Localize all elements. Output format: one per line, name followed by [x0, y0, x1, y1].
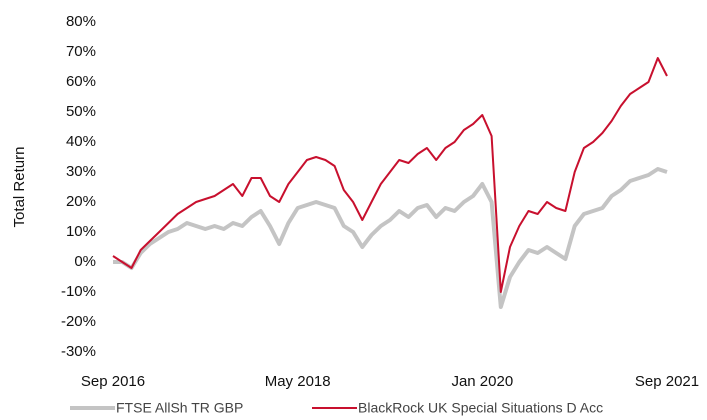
x-tick-label: Sep 2021	[635, 373, 699, 390]
y-tick-label: 10%	[66, 223, 96, 240]
y-tick-label: -30%	[61, 343, 96, 360]
y-tick-label: -10%	[61, 283, 96, 300]
y-tick-label: 20%	[66, 193, 96, 210]
y-tick-label: 40%	[66, 133, 96, 150]
series-line	[113, 167, 668, 309]
legend-label: FTSE AllSh TR GBP	[116, 400, 243, 416]
y-tick-label: 70%	[66, 43, 96, 60]
x-tick-label: Sep 2016	[81, 373, 145, 390]
y-tick-label: 0%	[74, 253, 96, 270]
y-tick-label: 50%	[66, 103, 96, 120]
y-tick-label: 30%	[66, 163, 96, 180]
x-tick-label: May 2018	[265, 373, 331, 390]
y-axis-label: Total Return	[11, 147, 28, 228]
y-tick-label: -20%	[61, 313, 96, 330]
legend-label: BlackRock UK Special Situations D Acc	[358, 400, 603, 416]
y-tick-label: 80%	[66, 13, 96, 30]
x-tick-label: Jan 2020	[451, 373, 513, 390]
series-line	[112, 57, 668, 293]
y-tick-label: 60%	[66, 73, 96, 90]
